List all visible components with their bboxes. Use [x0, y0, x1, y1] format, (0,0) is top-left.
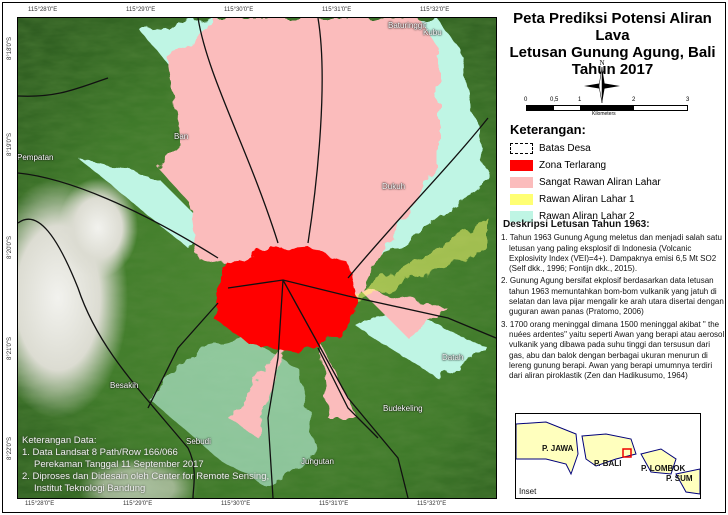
- scale-tick: 0: [524, 97, 528, 103]
- lon-tick-top: 115°32'0"E: [420, 7, 450, 13]
- data-notes: Keterangan Data: 1. Data Landsat 8 Path/…: [22, 435, 269, 495]
- data-note-line: 1. Data Landsat 8 Path/Row 166/066: [22, 447, 178, 458]
- north-label: N: [599, 59, 604, 67]
- village-label: Pempatan: [17, 153, 54, 162]
- title-line: Peta Prediksi Potensi Aliran Lava: [513, 10, 712, 44]
- legend-label: Zona Terlarang: [539, 160, 607, 171]
- description-heading: Deskripsi Letusan Tahun 1963:: [503, 219, 650, 230]
- scale-bar: 0 0,5 1 2 3 Kilometers: [524, 97, 691, 117]
- description-item: 1. Tahun 1963 Gunung Agung meletus dan m…: [501, 233, 722, 274]
- legend-item: Rawan Aliran Lahar 1: [510, 191, 661, 208]
- inset-map: P. JAWA P. BALI P. LOMBOK P. SUM Inset: [515, 413, 701, 499]
- village-label: Dukuh: [382, 182, 406, 191]
- north-arrow-icon: N: [584, 59, 620, 104]
- study-area-marker: [622, 448, 632, 458]
- inset-label: Inset: [519, 487, 537, 496]
- lon-tick-top: 115°29'0"E: [126, 7, 156, 13]
- description-item: 3. 1700 orang meninggal dimana 1500 meni…: [501, 319, 725, 381]
- hazard-zones: [78, 18, 488, 488]
- map-title: Peta Prediksi Potensi Aliran Lava Letusa…: [500, 10, 725, 78]
- lon-tick-top: 115°30'0"E: [224, 7, 254, 13]
- village-label: Datah: [442, 353, 464, 362]
- lon-tick-top: 115°31'0"E: [322, 7, 352, 13]
- scale-tick: 3: [686, 97, 690, 103]
- legend-label: Rawan Aliran Lahar 2: [539, 211, 635, 222]
- legend-item: Batas Desa: [510, 140, 661, 157]
- legend: Keterangan: Batas Desa Zona Terlarang Sa…: [510, 122, 661, 225]
- village-label: Baturinggit: [388, 21, 427, 30]
- lon-tick-bottom: 115°32'0"E: [417, 501, 447, 507]
- scale-tick: 2: [632, 97, 636, 103]
- village-label: Besakih: [110, 381, 139, 390]
- inset-island-label: P. JAWA: [542, 444, 574, 453]
- lat-tick: 8°20'0"S: [7, 235, 13, 259]
- village-boundaries: [18, 18, 496, 498]
- scale-tick: 1: [578, 97, 582, 103]
- scale-unit: Kilometers: [592, 111, 616, 117]
- lat-tick: 8°22'0"S: [7, 436, 13, 460]
- data-note-line: Institut Teknologi Bandung: [34, 483, 146, 494]
- data-notes-heading: Keterangan Data:: [22, 435, 97, 446]
- lat-tick: 8°21'0"S: [7, 336, 13, 360]
- village-label: Kubu: [423, 28, 442, 37]
- lat-tick: 8°18'0"S: [7, 36, 13, 60]
- eruption-description: Deskripsi Letusan Tahun 1963: 1. Tahun 1…: [499, 219, 725, 383]
- legend-item: Zona Terlarang: [510, 157, 661, 174]
- inset-island-label: P. LOMBOK: [641, 464, 686, 473]
- lon-tick-bottom: 115°29'0"E: [123, 501, 153, 507]
- legend-item: Rawan Aliran Lahar 2: [510, 208, 661, 225]
- lon-tick-top: 115°28'0"E: [28, 7, 58, 13]
- title-line: Letusan Gunung Agung, Bali: [509, 44, 716, 61]
- description-item: 2. Gunung Agung bersifat ekplosif berdas…: [501, 276, 724, 317]
- lon-tick-bottom: 115°28'0"E: [25, 501, 55, 507]
- zone-sangat-rawan-lahar: [168, 18, 438, 298]
- legend-label: Batas Desa: [539, 143, 591, 154]
- scale-tick: 0,5: [550, 97, 559, 103]
- inset-island-label: P. BALI: [594, 459, 621, 468]
- legend-heading: Keterangan:: [510, 122, 586, 137]
- village-label: Budekeling: [383, 404, 423, 413]
- legend-label: Sangat Rawan Aliran Lahar: [539, 177, 661, 188]
- lon-tick-bottom: 115°31'0"E: [319, 501, 349, 507]
- lon-tick-bottom: 115°30'0"E: [221, 501, 251, 507]
- inset-island-map: P. JAWA P. BALI P. LOMBOK P. SUM Inset: [516, 421, 700, 496]
- lat-tick: 8°19'0"S: [7, 132, 13, 156]
- title-line: Tahun 2017: [571, 61, 654, 78]
- data-note-line: 2. Diproses dan Didesain oleh Center for…: [22, 471, 270, 482]
- data-note-line: Perekaman Tanggal 11 September 2017: [34, 459, 204, 470]
- village-label: Jungutan: [301, 457, 334, 466]
- satellite-hazard-map: [18, 18, 496, 498]
- inset-island-label: P. SUM: [666, 474, 693, 483]
- legend-label: Rawan Aliran Lahar 1: [539, 194, 635, 205]
- map-view[interactable]: Baturinggit Kubu Ban Pempatan Dukuh Besa…: [17, 17, 497, 499]
- legend-item: Sangat Rawan Aliran Lahar: [510, 174, 661, 191]
- village-label: Ban: [174, 132, 189, 141]
- village-label: Sebudi: [186, 437, 211, 446]
- zone-rawan-lahar-1: [318, 218, 488, 318]
- zone-terlarang: [213, 246, 358, 353]
